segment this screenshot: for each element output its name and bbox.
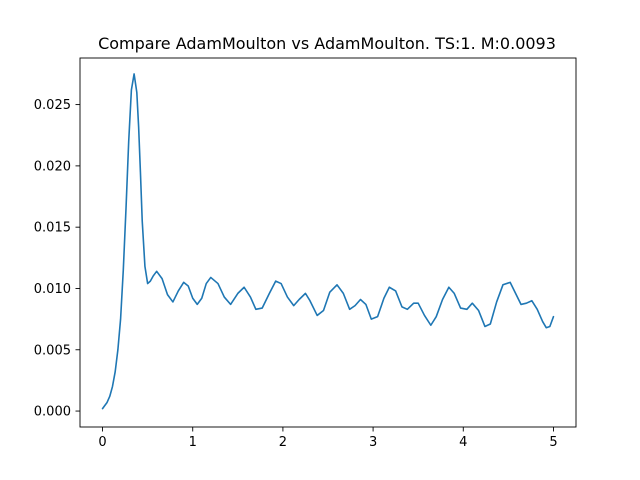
y-tick-label: 0.005 (34, 343, 71, 358)
x-tick-label: 3 (369, 435, 377, 450)
y-tick-label: 0.025 (34, 98, 71, 113)
series-line (101, 73, 555, 410)
axes-frame (79, 57, 577, 428)
x-axis: 0 1 2 3 4 5 (98, 427, 558, 450)
x-tick-label: 2 (279, 435, 287, 450)
y-tick-label: 0.020 (34, 159, 71, 174)
chart-title: Compare AdamMoulton vs AdamMoulton. TS:1… (98, 34, 556, 53)
x-tick-label: 5 (549, 435, 557, 450)
x-tick-label: 0 (98, 435, 106, 450)
x-tick-label: 4 (459, 435, 467, 450)
x-tick-label: 1 (189, 435, 197, 450)
y-tick-label: 0.010 (34, 282, 71, 297)
plot-area (101, 73, 555, 410)
y-axis: 0.000 0.005 0.010 0.015 0.020 0.025 (34, 98, 80, 420)
y-tick-label: 0.015 (34, 221, 71, 236)
y-tick-label: 0.000 (34, 405, 71, 420)
